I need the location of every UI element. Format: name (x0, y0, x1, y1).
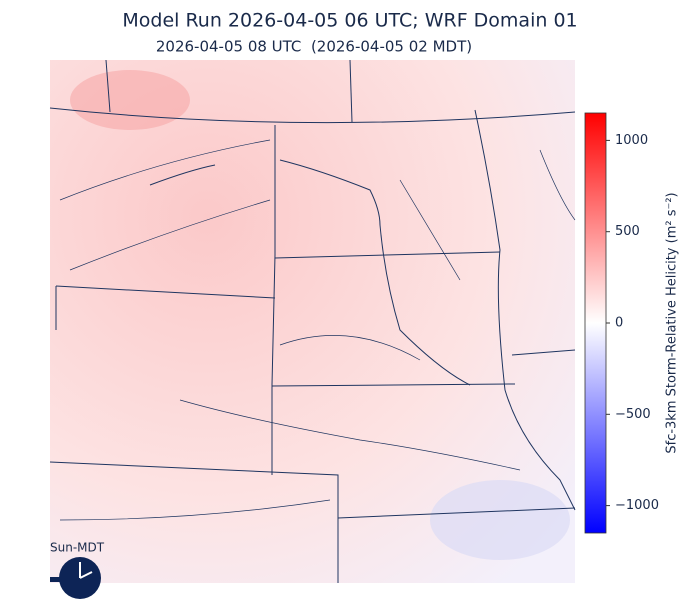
border (337, 507, 576, 519)
border (349, 59, 353, 123)
colorbar-tick-label: 500 (615, 224, 640, 239)
clock-label: Sun-MDT (50, 541, 105, 555)
colorbar-tick-label: −1000 (615, 498, 659, 513)
river (179, 399, 521, 471)
subtitle: 2026-04-05 08 UTC (2026-04-05 02 MDT) (156, 38, 472, 56)
border (274, 251, 501, 259)
river (399, 179, 461, 281)
clock-icon (50, 557, 101, 599)
border (105, 59, 111, 113)
border (474, 109, 576, 511)
river (59, 139, 271, 201)
border (511, 349, 576, 356)
river (59, 499, 331, 521)
river (149, 164, 216, 186)
colorbar: Sfc-3km Storm-Relative Helicity (m² s⁻²)… (584, 112, 680, 534)
colorbar-tick-label: 0 (615, 316, 623, 331)
border (271, 125, 276, 475)
colorbar-bar (584, 112, 607, 534)
border (55, 285, 276, 299)
title: Model Run 2026-04-05 06 UTC; WRF Domain … (122, 10, 577, 32)
border (49, 107, 576, 124)
border (271, 383, 516, 387)
colorbar-tick-label: −500 (615, 407, 651, 422)
river (279, 159, 381, 226)
map-shading (430, 480, 570, 560)
river (379, 224, 471, 386)
map-shading (70, 70, 190, 130)
colorbar-label: Sfc-3km Storm-Relative Helicity (m² s⁻²) (665, 192, 680, 453)
colorbar-tick-label: 1000 (615, 133, 648, 148)
river (539, 149, 576, 221)
map (49, 59, 576, 583)
river (69, 199, 271, 271)
river (279, 335, 421, 361)
border (49, 461, 339, 583)
